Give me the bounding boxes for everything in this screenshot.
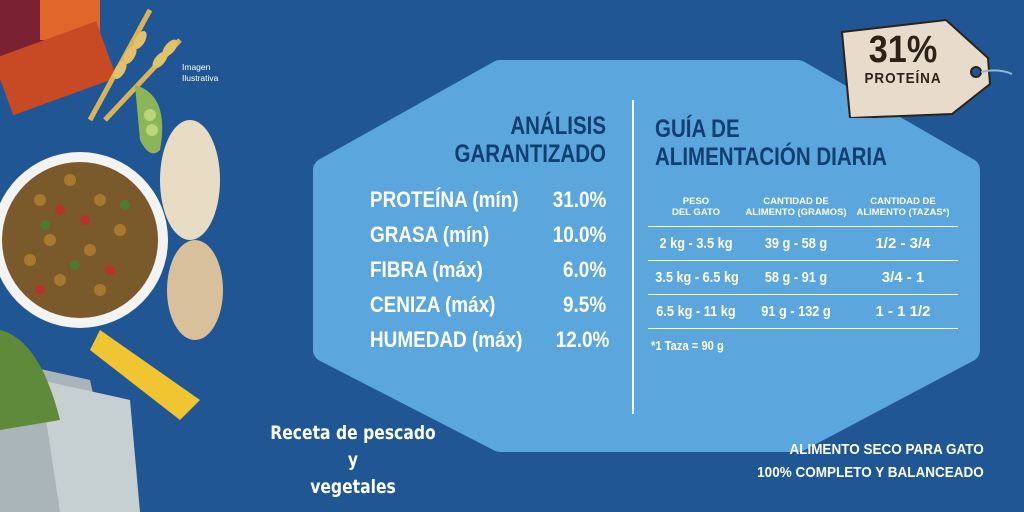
analysis-row: HUMEDAD (máx) 12.0% (370, 324, 610, 359)
product-description: ALIMENTO SECO PARA GATO 100% COMPLETO Y … (757, 438, 984, 484)
image-note-line2: Ilustrativa (182, 73, 219, 83)
header-grams-line1: CANTIDAD DE (763, 196, 829, 207)
cell-weight: 6.5 kg - 11 kg (656, 303, 736, 320)
analysis-label: PROTEÍNA (mín) (370, 187, 519, 212)
food-illustration (0, 0, 223, 512)
analysis-value: 12.0% (555, 327, 610, 352)
footer-line2: 100% COMPLETO Y BALANCEADO (757, 464, 984, 481)
analysis-label: FIBRA (máx) (370, 257, 483, 282)
protein-label: PROTEÍNA (864, 70, 942, 87)
header-grams: CANTIDAD DE ALIMENTO (GRAMOS) (744, 196, 848, 218)
table-row: 2 kg - 3.5 kg 39 g - 58 g 1/2 - 3/4 (648, 226, 958, 260)
analysis-label: GRASA (mín) (370, 222, 490, 247)
feeding-title: GUÍA DE ALIMENTACIÓN DIARIA (655, 115, 915, 171)
header-weight-line1: PESO (682, 196, 710, 207)
table-row: 6.5 kg - 11 kg 91 g - 132 g 1 - 1 1/2 (648, 294, 958, 329)
feeding-table: PESO DEL GATO CANTIDAD DE ALIMENTO (GRAM… (648, 188, 958, 329)
analysis-title-line1: ANÁLISIS (510, 112, 606, 140)
analysis-row: PROTEÍNA (mín) 31.0% (370, 184, 606, 219)
analysis-list: PROTEÍNA (mín) 31.0% GRASA (mín) 10.0% F… (370, 184, 610, 359)
cell-cups: 1/2 - 3/4 (875, 235, 931, 252)
analysis-title: ANÁLISIS GARANTIZADO (370, 112, 606, 168)
header-weight-line2: DEL GATO (671, 207, 721, 218)
cell-cups: 3/4 - 1 (881, 269, 925, 286)
analysis-value: 9.5% (562, 292, 606, 317)
protein-tag (840, 18, 1013, 118)
header-cups-line2: ALIMENTO (TAZAS*) (856, 207, 950, 218)
recipe-line2: vegetales (310, 476, 396, 498)
protein-tag-text: 31% PROTEÍNA (848, 30, 958, 88)
feeding-title-line1: GUÍA DE (655, 115, 740, 143)
recipe-line1: Receta de pescado y (270, 422, 436, 471)
recipe-name: Receta de pescado y vegetales (267, 420, 439, 501)
cell-grams: 58 g - 91 g (764, 269, 828, 286)
header-weight: PESO DEL GATO (648, 196, 744, 218)
illustrative-image-note: Imagen Ilustrativa (182, 62, 242, 84)
cell-weight: 3.5 kg - 6.5 kg (655, 269, 739, 286)
analysis-row: CENIZA (máx) 9.5% (370, 289, 606, 324)
analysis-label: HUMEDAD (máx) (370, 327, 523, 352)
analysis-label: CENIZA (máx) (370, 292, 496, 317)
analysis-row: FIBRA (máx) 6.0% (370, 254, 606, 289)
cell-cups: 1 - 1 1/2 (875, 303, 931, 320)
cell-grams: 91 g - 132 g (761, 303, 831, 320)
feeding-table-header: PESO DEL GATO CANTIDAD DE ALIMENTO (GRAM… (648, 188, 958, 226)
column-divider (632, 100, 634, 414)
analysis-value: 31.0% (552, 187, 606, 212)
footer-line1: ALIMENTO SECO PARA GATO (789, 441, 984, 458)
cup-footnote: *1 Taza = 90 g (651, 338, 724, 353)
table-row: 3.5 kg - 6.5 kg 58 g - 91 g 3/4 - 1 (648, 260, 958, 294)
analysis-title-line2: GARANTIZADO (454, 140, 606, 168)
analysis-value: 10.0% (552, 222, 606, 247)
header-cups: CANTIDAD DE ALIMENTO (TAZAS*) (848, 196, 958, 218)
image-note-line1: Imagen (182, 62, 211, 72)
analysis-row: GRASA (mín) 10.0% (370, 219, 606, 254)
header-cups-line1: CANTIDAD DE (870, 196, 936, 207)
header-grams-line2: ALIMENTO (GRAMOS) (745, 207, 847, 218)
protein-percent: 31% (868, 29, 938, 71)
cell-grams: 39 g - 58 g (764, 235, 828, 252)
analysis-value: 6.0% (562, 257, 606, 282)
feeding-title-line2: ALIMENTACIÓN DIARIA (655, 143, 887, 171)
cell-weight: 2 kg - 3.5 kg (659, 235, 733, 252)
